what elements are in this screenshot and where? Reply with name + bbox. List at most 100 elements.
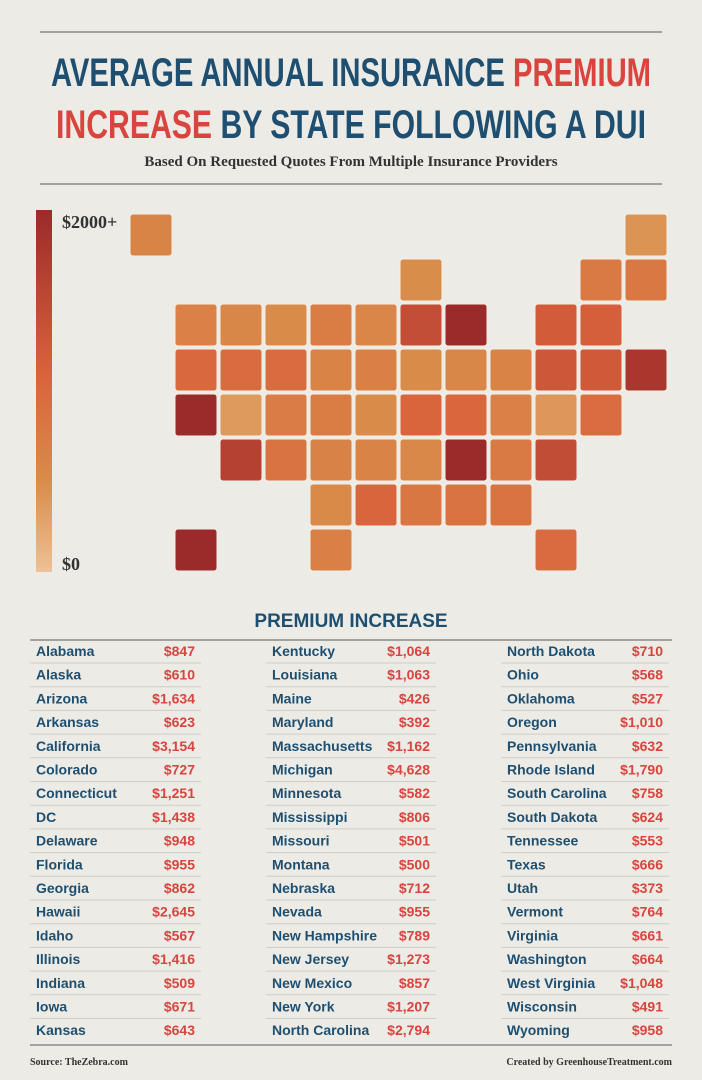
state-tile bbox=[174, 348, 218, 392]
state-value: $1,010 bbox=[620, 714, 663, 730]
state-tile bbox=[219, 393, 263, 437]
state-name: Georgia bbox=[36, 880, 89, 896]
state-tile bbox=[399, 303, 443, 347]
state-name: Ohio bbox=[507, 667, 539, 683]
state-value: $712 bbox=[399, 880, 430, 896]
state-name: Washington bbox=[507, 951, 587, 967]
state-value: $582 bbox=[399, 785, 430, 801]
state-name: Delaware bbox=[36, 833, 98, 849]
state-value: $568 bbox=[632, 667, 663, 683]
state-name: New York bbox=[272, 999, 335, 1015]
legend-bar bbox=[36, 210, 52, 572]
state-tile bbox=[264, 393, 308, 437]
state-value: $509 bbox=[164, 975, 195, 991]
state-value: $758 bbox=[632, 785, 663, 801]
state-tile bbox=[354, 483, 398, 527]
table: Alabama $847 Alaska $610 Arizona $1,634 Arkans… bbox=[30, 643, 669, 1038]
state-tile bbox=[219, 303, 263, 347]
state-tile bbox=[399, 483, 443, 527]
state-value: $1,207 bbox=[387, 999, 430, 1015]
state-name: Montana bbox=[272, 856, 330, 872]
subtitle: Based On Requested Quotes From Multiple … bbox=[144, 154, 557, 170]
state-name: Louisiana bbox=[272, 667, 338, 683]
title-main: AVERAGE ANNUAL INSURANCE bbox=[51, 51, 505, 95]
state-name: Iowa bbox=[36, 999, 67, 1015]
state-value: $1,251 bbox=[152, 785, 195, 801]
legend-max: $2000+ bbox=[62, 212, 117, 232]
state-value: $567 bbox=[164, 927, 195, 943]
state-value: $666 bbox=[632, 856, 663, 872]
state-name: North Dakota bbox=[507, 643, 595, 659]
state-tile bbox=[174, 528, 218, 572]
table-title: PREMIUM INCREASE bbox=[254, 611, 447, 632]
state-value: $671 bbox=[164, 999, 195, 1015]
state-tile bbox=[579, 393, 623, 437]
title-highlight: PREMIUM bbox=[513, 51, 651, 95]
state-name: Pennsylvania bbox=[507, 738, 597, 754]
state-tile bbox=[444, 303, 488, 347]
state-tile bbox=[534, 348, 578, 392]
state-value: $1,416 bbox=[152, 951, 195, 967]
state-tile bbox=[624, 348, 668, 392]
state-name: New Hampshire bbox=[272, 927, 377, 943]
state-tile bbox=[174, 303, 218, 347]
state-tile bbox=[444, 438, 488, 482]
state-tile bbox=[444, 348, 488, 392]
state-name: Massachusetts bbox=[272, 738, 373, 754]
state-value: $527 bbox=[632, 690, 663, 706]
state-name: Colorado bbox=[36, 762, 97, 778]
state-value: $491 bbox=[632, 999, 663, 1015]
state-name: Virginia bbox=[507, 927, 558, 943]
state-name: California bbox=[36, 738, 101, 754]
state-value: $1,064 bbox=[387, 643, 430, 659]
state-tile bbox=[534, 303, 578, 347]
state-name: Alaska bbox=[36, 667, 81, 683]
state-tile bbox=[489, 348, 533, 392]
state-name: Texas bbox=[507, 856, 546, 872]
map bbox=[129, 213, 668, 572]
state-value: $664 bbox=[632, 951, 663, 967]
state-name: Vermont bbox=[507, 904, 563, 920]
state-tile bbox=[624, 258, 668, 302]
state-name: Tennessee bbox=[507, 833, 579, 849]
state-tile bbox=[354, 303, 398, 347]
state-name: Oregon bbox=[507, 714, 557, 730]
state-tile bbox=[309, 483, 353, 527]
state-value: $426 bbox=[399, 690, 430, 706]
state-tile bbox=[174, 393, 218, 437]
state-tile bbox=[264, 438, 308, 482]
state-name: Wyoming bbox=[507, 1022, 570, 1038]
state-value: $4,628 bbox=[387, 762, 430, 778]
state-name: Florida bbox=[36, 856, 83, 872]
state-name: Hawaii bbox=[36, 904, 80, 920]
state-tile bbox=[219, 348, 263, 392]
state-name: Kansas bbox=[36, 1022, 86, 1038]
state-tile bbox=[309, 348, 353, 392]
state-value: $1,048 bbox=[620, 975, 663, 991]
title-main: BY STATE FOLLOWING A DUI bbox=[220, 103, 646, 147]
state-name: Oklahoma bbox=[507, 690, 575, 706]
state-name: Arizona bbox=[36, 690, 88, 706]
state-name: West Virginia bbox=[507, 975, 595, 991]
state-value: $624 bbox=[632, 809, 663, 825]
state-name: New Jersey bbox=[272, 951, 349, 967]
title-line-1: AVERAGE ANNUAL INSURANCE PREMIUM bbox=[51, 51, 651, 95]
state-name: Maine bbox=[272, 690, 312, 706]
state-tile bbox=[444, 393, 488, 437]
state-value: $764 bbox=[632, 904, 663, 920]
state-value: $553 bbox=[632, 833, 663, 849]
state-name: Michigan bbox=[272, 762, 333, 778]
state-tile bbox=[309, 438, 353, 482]
state-value: $1,273 bbox=[387, 951, 430, 967]
state-value: $862 bbox=[164, 880, 195, 896]
state-tile bbox=[399, 258, 443, 302]
state-name: Mississippi bbox=[272, 809, 347, 825]
state-name: Alabama bbox=[36, 643, 95, 659]
state-value: $1,438 bbox=[152, 809, 195, 825]
state-value: $1,063 bbox=[387, 667, 430, 683]
state-tile bbox=[624, 213, 668, 257]
state-value: $500 bbox=[399, 856, 430, 872]
state-name: Nevada bbox=[272, 904, 322, 920]
state-value: $955 bbox=[164, 856, 195, 872]
